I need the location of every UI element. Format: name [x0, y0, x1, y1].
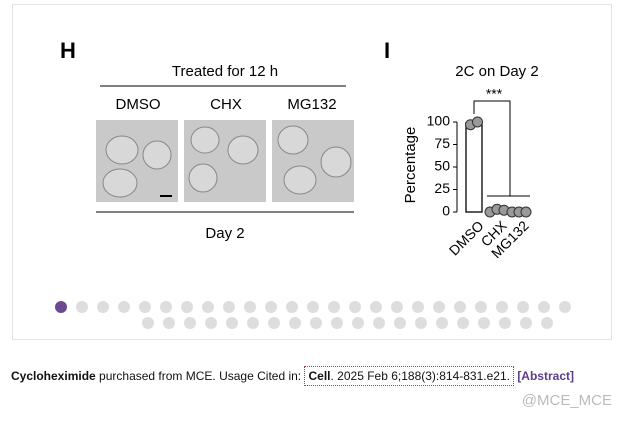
carousel-dot[interactable] — [520, 317, 532, 329]
watermark: @MCE_MCE — [521, 392, 612, 409]
carousel-dot[interactable] — [478, 317, 490, 329]
citation-text: purchased from MCE. Usage Cited in: — [99, 369, 302, 383]
carousel-dot[interactable] — [118, 301, 130, 313]
carousel-dot[interactable] — [76, 301, 88, 313]
carousel-dot[interactable] — [142, 317, 154, 329]
carousel-dot[interactable] — [475, 301, 487, 313]
carousel-dot[interactable] — [559, 301, 571, 313]
chart-title: 2C on Day 2 — [455, 63, 538, 80]
carousel-dot[interactable] — [184, 317, 196, 329]
condition-label: CHX — [210, 96, 242, 113]
carousel-dot[interactable] — [289, 317, 301, 329]
citation-detail: . 2025 Feb 6;188(3):814-831.e21. — [330, 369, 510, 383]
carousel-dot[interactable] — [496, 301, 508, 313]
carousel-dot[interactable] — [202, 301, 214, 313]
carousel-dot[interactable] — [310, 317, 322, 329]
carousel-dot[interactable] — [265, 301, 277, 313]
carousel-dot[interactable] — [223, 301, 235, 313]
condition-label: MG132 — [287, 96, 336, 113]
journal: Cell — [308, 369, 331, 383]
carousel-dot[interactable] — [436, 317, 448, 329]
y-axis-label: Percentage — [402, 127, 419, 204]
carousel-dot[interactable] — [541, 317, 553, 329]
condition-label: DMSO — [116, 96, 161, 113]
y-tick-label: 25 — [434, 180, 450, 196]
carousel-dot[interactable] — [268, 317, 280, 329]
y-tick-label: 75 — [434, 135, 450, 151]
carousel-dot[interactable] — [391, 301, 403, 313]
abstract-link[interactable]: [Abstract] — [517, 369, 574, 383]
carousel-dot[interactable] — [538, 301, 550, 313]
carousel-dot[interactable] — [286, 301, 298, 313]
panel-label: H — [60, 38, 76, 63]
y-tick-label: 0 — [442, 203, 450, 219]
carousel-dot[interactable] — [415, 317, 427, 329]
carousel-dot[interactable] — [517, 301, 529, 313]
carousel-dot[interactable] — [226, 317, 238, 329]
carousel-dot[interactable] — [412, 301, 424, 313]
data-point — [472, 116, 483, 128]
data-point — [520, 206, 532, 218]
carousel-dot[interactable] — [328, 301, 340, 313]
significance: *** — [486, 86, 503, 102]
panel-header: Treated for 12 h — [172, 63, 278, 80]
carousel-dot[interactable] — [370, 301, 382, 313]
bar — [465, 122, 483, 213]
bracket — [473, 100, 511, 196]
carousel-dot[interactable] — [433, 301, 445, 313]
carousel-dot[interactable] — [352, 317, 364, 329]
carousel-dot[interactable] — [247, 317, 259, 329]
carousel-dot[interactable] — [139, 301, 151, 313]
carousel-dot[interactable] — [97, 301, 109, 313]
carousel-dot[interactable] — [331, 317, 343, 329]
citation-ref[interactable]: Cell. 2025 Feb 6;188(3):814-831.e21. — [304, 366, 514, 386]
carousel-dot[interactable] — [205, 317, 217, 329]
citation: Cycloheximide purchased from MCE. Usage … — [11, 366, 574, 386]
compound: Cycloheximide — [11, 369, 96, 383]
carousel-dot[interactable] — [373, 317, 385, 329]
carousel-dot[interactable] — [499, 317, 511, 329]
carousel-dot[interactable] — [244, 301, 256, 313]
y-tick-label: 50 — [434, 158, 450, 174]
micrograph — [96, 120, 178, 202]
figure-carousel — [12, 4, 612, 340]
carousel-dot[interactable] — [454, 301, 466, 313]
carousel-dot[interactable] — [163, 317, 175, 329]
y-tick-label: 100 — [427, 113, 451, 129]
panel-footer: Day 2 — [205, 225, 244, 242]
carousel-dot[interactable] — [181, 301, 193, 313]
micrograph — [272, 120, 354, 202]
carousel-dot[interactable] — [394, 317, 406, 329]
carousel-dot[interactable] — [457, 317, 469, 329]
micrograph — [184, 120, 266, 202]
carousel-dot[interactable] — [349, 301, 361, 313]
panel-label: I — [384, 38, 390, 63]
carousel-dot[interactable] — [160, 301, 172, 313]
carousel-dot[interactable] — [307, 301, 319, 313]
carousel-dot[interactable] — [55, 301, 67, 313]
figure: H Treated for 12 h DMSO CHX MG132 Day 2 … — [55, 38, 571, 329]
